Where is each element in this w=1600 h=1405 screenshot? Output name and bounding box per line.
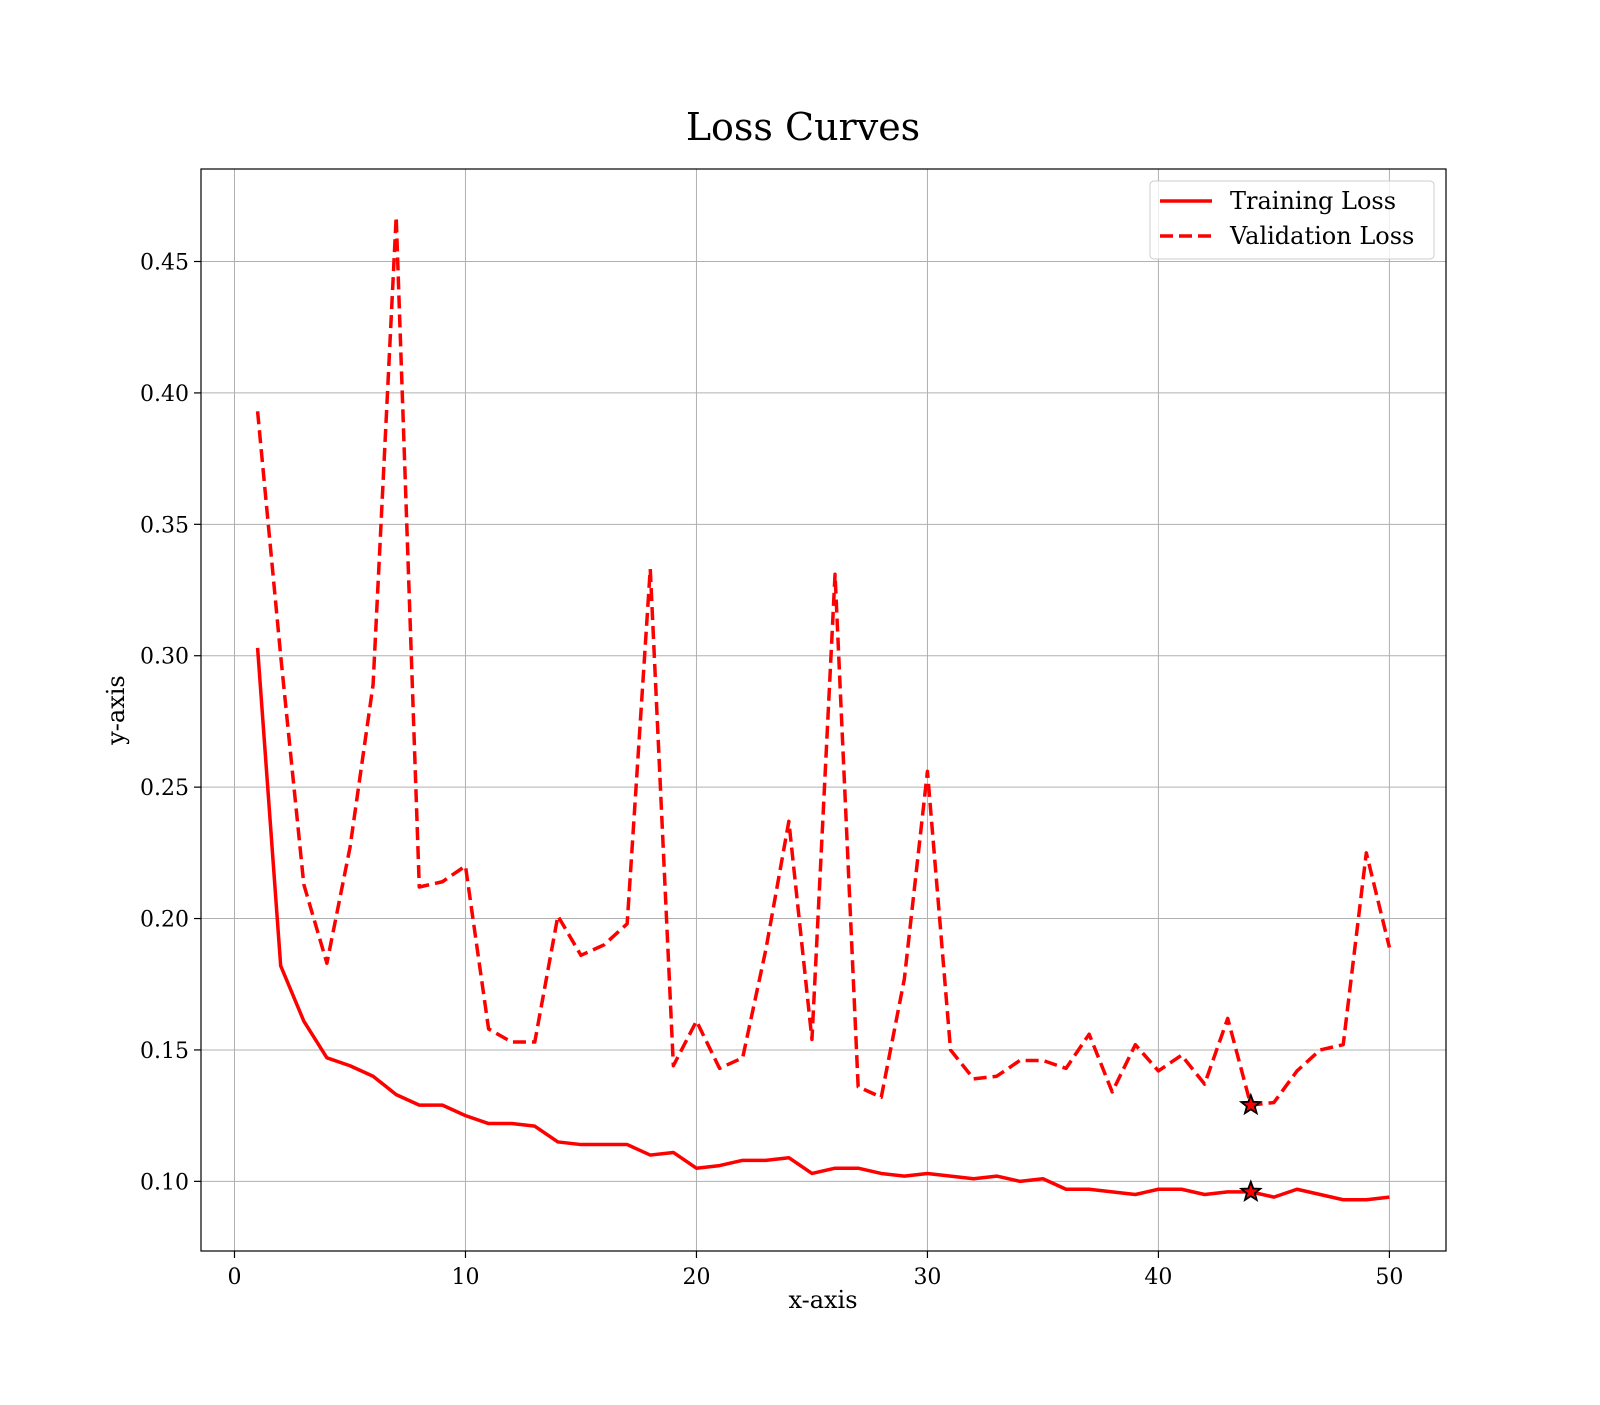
training-best-star-marker [1238,1179,1263,1203]
y-tick-label: 0.15 [140,1039,189,1064]
y-tick-label: 0.45 [140,251,189,276]
plot-frame [200,168,1447,1252]
marker-layer [1238,1092,1263,1203]
y-tick-label: 0.25 [140,776,189,801]
x-axis-label: x-axis [788,1286,857,1314]
x-ticks: 0 10 20 30 40 50 [227,1251,1403,1290]
y-tick-label: 0.20 [140,908,189,933]
x-tick-label: 40 [1144,1265,1172,1290]
x-tick-label: 50 [1375,1265,1403,1290]
x-tick-label: 20 [682,1265,710,1290]
y-axis-label: y-axis [102,675,130,746]
y-ticks: 0.10 0.15 0.20 0.25 0.30 0.35 0.40 0.45 [140,251,201,1195]
legend: Training Loss Validation Loss [1149,180,1435,260]
y-tick-label: 0.40 [140,382,189,407]
x-tick-label: 10 [451,1265,479,1290]
validation-best-star-marker [1238,1092,1263,1116]
y-tick-label: 0.35 [140,513,189,538]
validation-loss-line [255,215,1392,1107]
legend-label-validation: Validation Loss [1229,222,1414,250]
y-tick-label: 0.30 [140,645,189,670]
legend-box [1149,180,1435,260]
series-layer [255,215,1392,1202]
y-tick-label: 0.10 [140,1170,189,1195]
chart-title: Loss Curves [686,105,920,149]
x-tick-label: 0 [227,1265,241,1290]
legend-label-training: Training Loss [1230,187,1396,215]
x-tick-label: 30 [913,1265,941,1290]
training-loss-line [255,647,1390,1202]
